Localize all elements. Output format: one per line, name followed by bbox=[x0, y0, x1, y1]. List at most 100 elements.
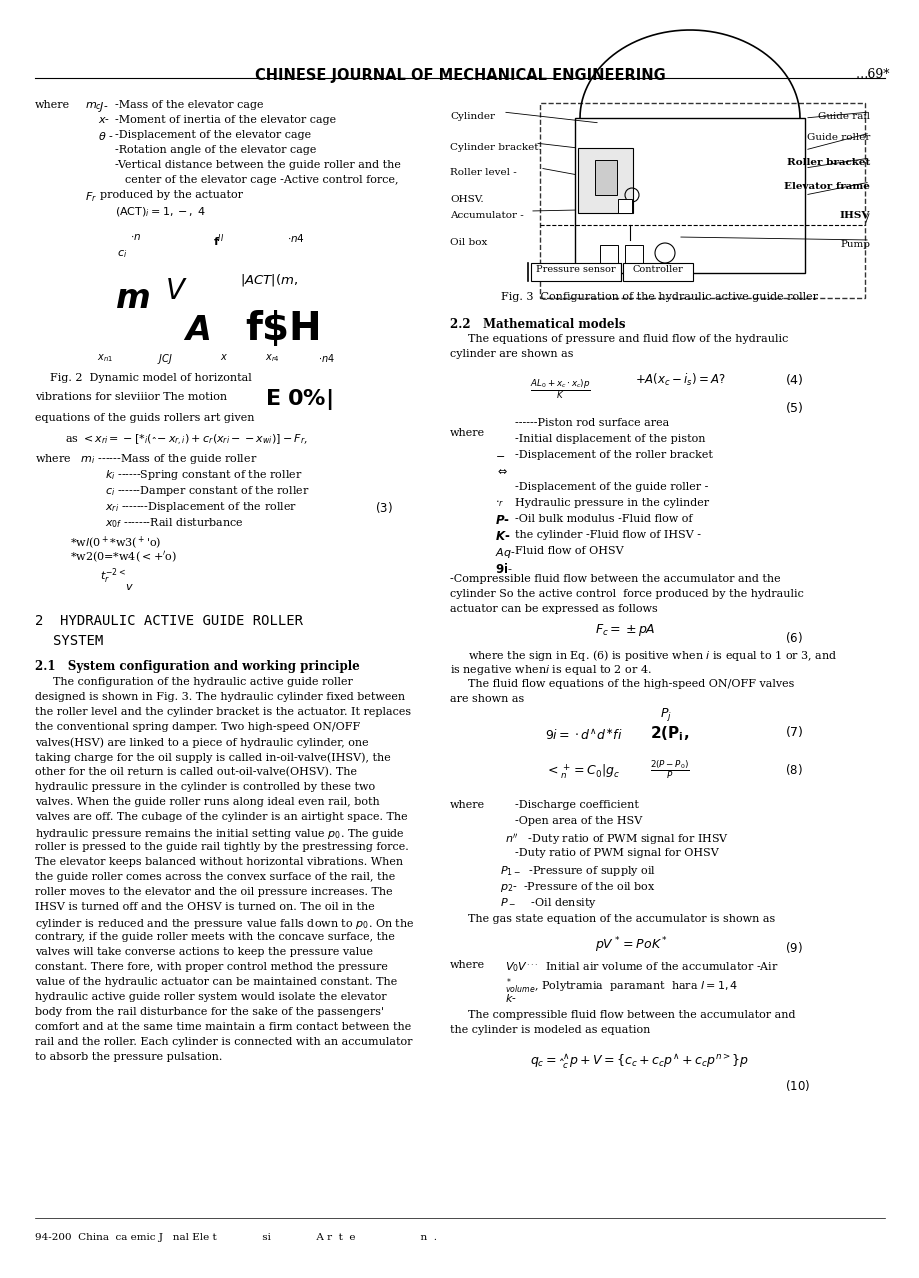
Text: equations of the guids rollers art given: equations of the guids rollers art given bbox=[35, 413, 255, 423]
Text: Accumulator -: Accumulator - bbox=[449, 211, 523, 220]
Text: $(6)$: $(6)$ bbox=[784, 630, 801, 645]
Text: other for the oil return is called out-oil-valve(OHSV). The: other for the oil return is called out-o… bbox=[35, 767, 357, 777]
Bar bbox=[599, 245, 618, 263]
Text: SYSTEM: SYSTEM bbox=[53, 634, 103, 648]
Text: 2.1   System configuration and working principle: 2.1 System configuration and working pri… bbox=[35, 659, 359, 674]
Text: $x$: $x$ bbox=[220, 351, 228, 362]
Text: valves are off. The cubage of the cylinder is an airtight space. The: valves are off. The cubage of the cylind… bbox=[35, 812, 407, 822]
Text: valves(HSV) are linked to a piece of hydraulic cylinder, one: valves(HSV) are linked to a piece of hyd… bbox=[35, 737, 369, 748]
Text: $J$-: $J$- bbox=[98, 100, 108, 114]
Text: $P_j$: $P_j$ bbox=[659, 705, 671, 723]
Text: constant. There fore, with proper control method the pressure: constant. There fore, with proper contro… bbox=[35, 962, 388, 973]
Text: $P_{1-}$  -Pressure of supply oil: $P_{1-}$ -Pressure of supply oil bbox=[499, 864, 655, 878]
Text: the cylinder is modeled as equation: the cylinder is modeled as equation bbox=[449, 1025, 650, 1035]
Text: IHSV: IHSV bbox=[839, 211, 869, 220]
Text: $x_{n1}$: $x_{n1}$ bbox=[96, 351, 113, 364]
Text: $P_-$    -Oil density: $P_-$ -Oil density bbox=[499, 896, 596, 910]
Text: taking charge for the oil supply is called in-oil-valve(IHSV), the: taking charge for the oil supply is call… bbox=[35, 751, 391, 763]
Text: Cylinder: Cylinder bbox=[449, 112, 494, 121]
Text: Pump: Pump bbox=[839, 240, 869, 249]
Text: comfort and at the same time maintain a firm contact between the: comfort and at the same time maintain a … bbox=[35, 1022, 411, 1033]
Text: $\mathbf{2(P_i,}$: $\mathbf{2(P_i,}$ bbox=[650, 725, 688, 743]
Text: $\mathbf{f}^{II}$: $\mathbf{f}^{II}$ bbox=[213, 233, 224, 249]
Text: $v$: $v$ bbox=[125, 581, 133, 592]
Text: -Rotation angle of the elevator cage: -Rotation angle of the elevator cage bbox=[115, 144, 316, 155]
Bar bbox=[622, 263, 692, 281]
Bar bbox=[530, 263, 620, 281]
Text: Pressure sensor: Pressure sensor bbox=[536, 265, 615, 273]
Text: roller is pressed to the guide rail tightly by the prestressing force.: roller is pressed to the guide rail tigh… bbox=[35, 842, 408, 852]
Text: produced by the actuator: produced by the actuator bbox=[100, 190, 243, 199]
Text: $x$-: $x$- bbox=[98, 115, 110, 125]
Text: as $<x_{ri} = -[*_i(\hat{\ } - x_{r,i}) + c_r(x_{ri} - -x_{wi})] - F_r$,: as $<x_{ri} = -[*_i(\hat{\ } - x_{r,i}) … bbox=[65, 433, 308, 449]
Text: $\Leftrightarrow$: $\Leftrightarrow$ bbox=[494, 466, 507, 475]
Text: $x_{r4}$: $x_{r4}$ bbox=[265, 351, 279, 364]
Text: $\boldsymbol{m}$: $\boldsymbol{m}$ bbox=[115, 282, 150, 314]
Text: roller moves to the elevator and the oil pressure increases. The: roller moves to the elevator and the oil… bbox=[35, 887, 392, 897]
Text: $(\mathrm{ACT})_i=1,-,\ 4$: $(\mathrm{ACT})_i=1,-,\ 4$ bbox=[115, 204, 206, 219]
Text: $V_0 V^{...}$  Initial air volume of the accumulator -Air: $V_0 V^{...}$ Initial air volume of the … bbox=[505, 960, 778, 974]
Text: The compressible fluid flow between the accumulator and: The compressible fluid flow between the … bbox=[468, 1010, 795, 1020]
Text: $-$: $-$ bbox=[494, 450, 505, 460]
Text: The equations of pressure and fluid flow of the hydraulic: The equations of pressure and fluid flow… bbox=[468, 334, 788, 344]
Bar bbox=[624, 245, 642, 263]
Text: center of the elevator cage -Active control force,: center of the elevator cage -Active cont… bbox=[125, 175, 398, 185]
Text: -Open area of the HSV: -Open area of the HSV bbox=[515, 815, 641, 826]
Text: Guide roller: Guide roller bbox=[806, 133, 869, 142]
Text: $x_{ri}$ -------Displacement of the roller: $x_{ri}$ -------Displacement of the roll… bbox=[105, 500, 297, 514]
Text: $Aq$-: $Aq$- bbox=[494, 546, 515, 560]
Text: $\mathbf{f\$H}$: $\mathbf{f\$H}$ bbox=[244, 308, 320, 348]
Text: where: where bbox=[449, 800, 484, 810]
Text: -Duty ratio of PWM signal for OHSV: -Duty ratio of PWM signal for OHSV bbox=[515, 849, 718, 858]
Text: 2  HYDRAULIC ACTIVE GUIDE ROLLER: 2 HYDRAULIC ACTIVE GUIDE ROLLER bbox=[35, 613, 302, 627]
Text: The fluid flow equations of the high-speed ON/OFF valves: The fluid flow equations of the high-spe… bbox=[468, 679, 793, 689]
Text: $\theta$ -: $\theta$ - bbox=[98, 130, 114, 142]
Text: …69*: …69* bbox=[855, 68, 889, 81]
Text: Roller level -: Roller level - bbox=[449, 167, 516, 176]
Text: Roller bracket: Roller bracket bbox=[786, 158, 869, 167]
Text: $\cdot n4$: $\cdot n4$ bbox=[318, 351, 335, 364]
Text: vibrations for sleviiior The motion: vibrations for sleviiior The motion bbox=[35, 392, 227, 403]
Text: $n^{\prime\prime}$   -Duty ratio of PWM signal for IHSV: $n^{\prime\prime}$ -Duty ratio of PWM si… bbox=[505, 832, 729, 847]
Text: OHSV.: OHSV. bbox=[449, 196, 483, 204]
Text: The elevator keeps balanced without horizontal vibrations. When: The elevator keeps balanced without hori… bbox=[35, 858, 403, 866]
Bar bbox=[574, 118, 804, 273]
Text: $(5)$: $(5)$ bbox=[784, 400, 803, 415]
Text: IHSV is turned off and the OHSV is turned on. The oil in the: IHSV is turned off and the OHSV is turne… bbox=[35, 902, 374, 912]
Text: $F_r$: $F_r$ bbox=[85, 190, 96, 203]
Text: Fluid flow of OHSV: Fluid flow of OHSV bbox=[515, 546, 623, 556]
Text: $t_r^{-2<}$: $t_r^{-2<}$ bbox=[100, 566, 126, 585]
Text: 94-200  China  ca emic J   nal Ele t              si              A r  t  e     : 94-200 China ca emic J nal Ele t si A r … bbox=[35, 1233, 437, 1242]
Text: 2.2   Mathematical models: 2.2 Mathematical models bbox=[449, 318, 625, 331]
Text: valves. When the guide roller runs along ideal even rail, both: valves. When the guide roller runs along… bbox=[35, 797, 380, 806]
Text: $\mathit{JCJ}$: $\mathit{JCJ}$ bbox=[157, 351, 173, 366]
Text: cylinder are shown as: cylinder are shown as bbox=[449, 349, 573, 359]
Text: $F_c=\pm pA$: $F_c=\pm pA$ bbox=[595, 622, 655, 638]
Text: $\boldsymbol{A}$: $\boldsymbol{A}$ bbox=[183, 314, 210, 348]
Text: Fig. 3  Configuration of the hydraulic active guide roller: Fig. 3 Configuration of the hydraulic ac… bbox=[501, 291, 818, 302]
Text: $9i = \cdot d^{\wedge} d^{\ast} fi$: $9i = \cdot d^{\wedge} d^{\ast} fi$ bbox=[544, 728, 622, 744]
Text: cylinder is reduced and the pressure value falls down to $p_0$. On the: cylinder is reduced and the pressure val… bbox=[35, 918, 414, 930]
Text: valves will take converse actions to keep the pressure value: valves will take converse actions to kee… bbox=[35, 947, 372, 957]
Text: -Oil bulk modulus -Fluid flow of: -Oil bulk modulus -Fluid flow of bbox=[515, 514, 692, 524]
Text: -Displacement of the roller bracket: -Displacement of the roller bracket bbox=[515, 450, 712, 460]
Text: $k_i$ ------Spring constant of the roller: $k_i$ ------Spring constant of the rolle… bbox=[105, 468, 302, 482]
Text: $k$-: $k$- bbox=[505, 992, 516, 1005]
Text: CHINESE JOURNAL OF MECHANICAL ENGINEERING: CHINESE JOURNAL OF MECHANICAL ENGINEERIN… bbox=[255, 68, 664, 83]
Text: $\cdot_r$: $\cdot_r$ bbox=[494, 498, 504, 509]
Text: designed is shown in Fig. 3. The hydraulic cylinder fixed between: designed is shown in Fig. 3. The hydraul… bbox=[35, 691, 404, 702]
Text: $<^+_n = C_0|g_c$: $<^+_n = C_0|g_c$ bbox=[544, 762, 619, 781]
Text: $+ A(x_c - i_s) = A?$: $+ A(x_c - i_s) = A?$ bbox=[634, 372, 725, 389]
Text: -Displacement of the guide roller -: -Displacement of the guide roller - bbox=[515, 482, 708, 492]
Text: actuator can be expressed as follows: actuator can be expressed as follows bbox=[449, 604, 657, 613]
Text: $\frac{AL_0+x_c\cdot x_c)p}{K}$: $\frac{AL_0+x_c\cdot x_c)p}{K}$ bbox=[529, 378, 590, 401]
Text: Hydraulic pressure in the cylinder: Hydraulic pressure in the cylinder bbox=[515, 498, 709, 507]
Text: value of the hydraulic actuator can be maintained constant. The: value of the hydraulic actuator can be m… bbox=[35, 976, 397, 987]
Text: -Moment of inertia of the elevator cage: -Moment of inertia of the elevator cage bbox=[115, 115, 335, 125]
Text: is negative when$i$ is equal to 2 or 4.: is negative when$i$ is equal to 2 or 4. bbox=[449, 663, 651, 677]
Text: where: where bbox=[449, 428, 484, 438]
Text: are shown as: are shown as bbox=[449, 694, 524, 704]
Text: $(8)$: $(8)$ bbox=[784, 762, 801, 777]
Text: the conventional spring damper. Two high-speed ON/OFF: the conventional spring damper. Two high… bbox=[35, 722, 360, 732]
Text: hydraulic active guide roller system would isolate the elevator: hydraulic active guide roller system wou… bbox=[35, 992, 386, 1002]
